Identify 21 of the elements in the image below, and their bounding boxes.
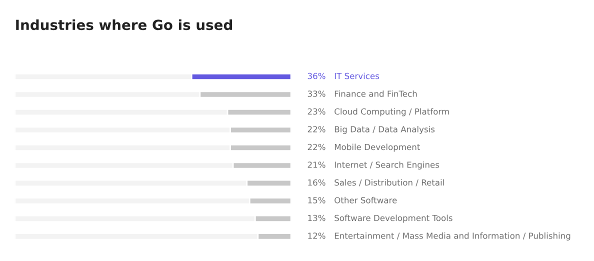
data-label: 22% bbox=[308, 144, 326, 150]
data-label: 15% bbox=[308, 197, 326, 204]
y-tick-label: Sales / Distribution / Retail bbox=[334, 179, 444, 186]
data-label: 12% bbox=[308, 232, 326, 239]
y-tick-label: Internet / Search Engines bbox=[334, 161, 440, 170]
y-tick-label: IT Services bbox=[334, 72, 380, 80]
y-tick-label: Cloud Computing / Platform bbox=[334, 108, 449, 116]
chart-title: Industries where Go is used bbox=[16, 19, 232, 30]
y-tick-label: Software Development Tools bbox=[334, 214, 452, 223]
data-label: 23% bbox=[308, 108, 326, 115]
data-label: 16% bbox=[308, 179, 326, 186]
data-label: 13% bbox=[308, 214, 326, 222]
data-label: 33% bbox=[308, 90, 326, 97]
data-label: 22% bbox=[308, 126, 326, 132]
y-tick-label: Other Software bbox=[334, 196, 397, 204]
data-label: 21% bbox=[308, 162, 326, 168]
y-tick-label: Entertainment / Mass Media and Information / Publishing bbox=[334, 232, 570, 240]
data-label: 36% bbox=[308, 72, 326, 80]
y-tick-label: Big Data / Data Analysis bbox=[334, 126, 435, 134]
y-tick-label: Mobile Development bbox=[334, 144, 420, 152]
y-tick-label: Finance and FinTech bbox=[334, 90, 417, 97]
